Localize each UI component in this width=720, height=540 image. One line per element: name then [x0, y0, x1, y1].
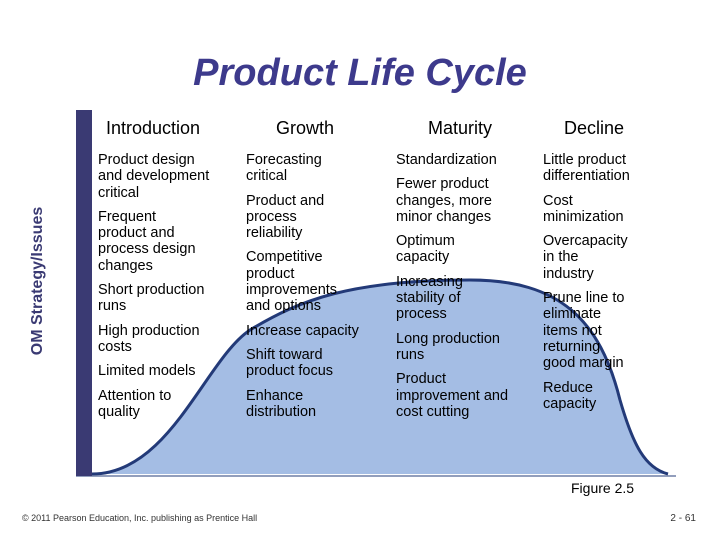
slide-title: Product Life Cycle: [193, 52, 527, 94]
maturity-item: Product improvement and cost cutting: [396, 371, 509, 420]
maturity-item: Long production runs: [396, 330, 500, 363]
maturity-item: Standardization: [396, 152, 497, 168]
curve-area: [92, 280, 668, 474]
decline-item: Cost minimization: [543, 192, 624, 225]
strategy-sidebar-bar: [76, 110, 92, 476]
maturity-item: Fewer product changes, more minor change…: [396, 176, 492, 225]
maturity-item: Optimum capacity: [396, 233, 455, 266]
decline-item: Little product differentiation: [543, 152, 630, 185]
introduction-item: Frequent product and process design chan…: [98, 208, 196, 274]
stage-header-maturity: Maturity: [428, 118, 493, 138]
stage-column-introduction: Product design and development critical …: [98, 152, 238, 428]
introduction-item: Limited models: [98, 363, 196, 380]
growth-item: Competitive product improvements and opt…: [246, 249, 338, 315]
page-number: 2 - 61: [670, 513, 696, 524]
stage-header-introduction: Introduction: [106, 118, 201, 138]
growth-item: Forecasting critical: [246, 152, 322, 185]
curve-line: [91, 278, 669, 476]
stage-header-decline: Decline: [564, 118, 625, 138]
decline-item: Overcapacity in the industry: [543, 233, 628, 282]
decline-item: Prune line to eliminate items not return…: [543, 290, 625, 372]
growth-item: Increase capacity: [246, 322, 359, 339]
introduction-item: High production costs: [98, 322, 200, 355]
copyright-footer: © 2011 Pearson Education, Inc. publishin…: [22, 513, 258, 523]
introduction-item: Attention to quality: [98, 387, 172, 420]
stage-column-decline: Little product differentiation Cost mini…: [543, 152, 673, 420]
growth-item: Shift toward product focus: [246, 346, 334, 380]
growth-item: Enhance distribution: [246, 387, 317, 420]
introduction-item: Short production runs: [98, 282, 205, 315]
decline-item: Reduce capacity: [543, 379, 597, 412]
figure-label: Figure 2.5: [571, 480, 635, 496]
stage-header-growth: Growth: [276, 118, 335, 138]
introduction-item: Product design and development critical: [98, 152, 210, 201]
stage-column-maturity: Standardization Fewer product changes, m…: [396, 152, 536, 428]
growth-item: Product and process reliability: [246, 192, 325, 242]
maturity-item: Increasing stability of process: [396, 273, 463, 323]
stage-column-growth: Forecasting critical Product and process…: [246, 152, 386, 428]
strategy-sidebar-label: OM Strategy/Issues: [29, 206, 46, 356]
